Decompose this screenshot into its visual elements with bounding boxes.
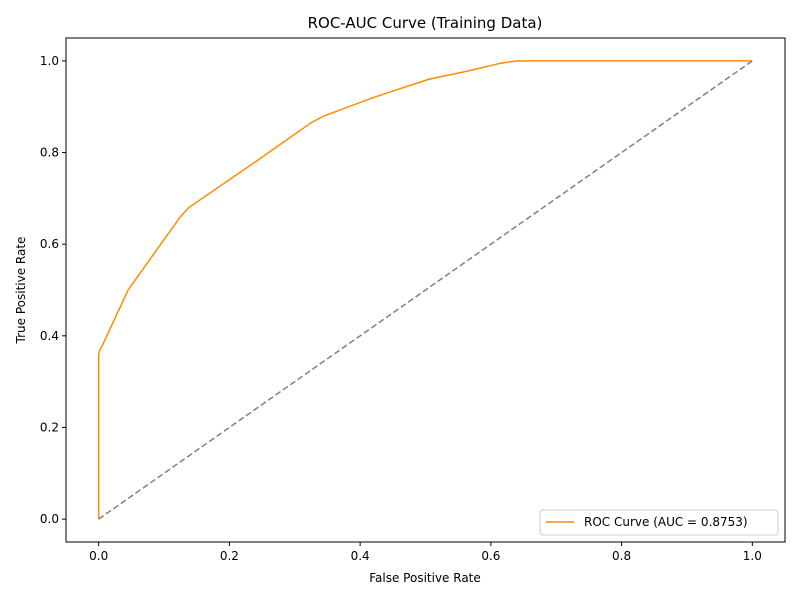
x-tick-label: 1.0 bbox=[743, 549, 762, 563]
y-tick-label: 0.0 bbox=[40, 512, 59, 526]
y-tick-label: 0.2 bbox=[40, 420, 59, 434]
y-tick-label: 1.0 bbox=[40, 54, 59, 68]
y-axis-label: True Positive Rate bbox=[14, 237, 28, 345]
chart-title: ROC-AUC Curve (Training Data) bbox=[308, 14, 543, 32]
legend-box bbox=[539, 509, 779, 536]
plot-area bbox=[97, 60, 753, 520]
roc-curve-line bbox=[97, 60, 753, 520]
x-tick-label: 0.2 bbox=[220, 549, 239, 563]
y-tick-label: 0.4 bbox=[40, 329, 59, 343]
x-tick-label: 0.6 bbox=[481, 549, 500, 563]
axes-frame bbox=[65, 37, 786, 543]
legend-label: ROC Curve (AUC = 0.8753) bbox=[584, 515, 748, 529]
x-tick-label: 0.4 bbox=[351, 549, 370, 563]
y-tick-label: 0.8 bbox=[40, 146, 59, 160]
x-tick-label: 0.8 bbox=[612, 549, 631, 563]
baseline-diagonal-line bbox=[98, 60, 753, 520]
x-axis-label: False Positive Rate bbox=[369, 571, 481, 585]
y-tick-label: 0.6 bbox=[40, 237, 59, 251]
legend: ROC Curve (AUC = 0.8753) bbox=[539, 509, 779, 536]
x-tick-label: 0.0 bbox=[89, 549, 108, 563]
axis-ticks: 0.0 0.2 0.4 0.6 0.8 1.0 0.0 0.2 0.4 0.6 0.8 1.0 bbox=[40, 54, 762, 563]
